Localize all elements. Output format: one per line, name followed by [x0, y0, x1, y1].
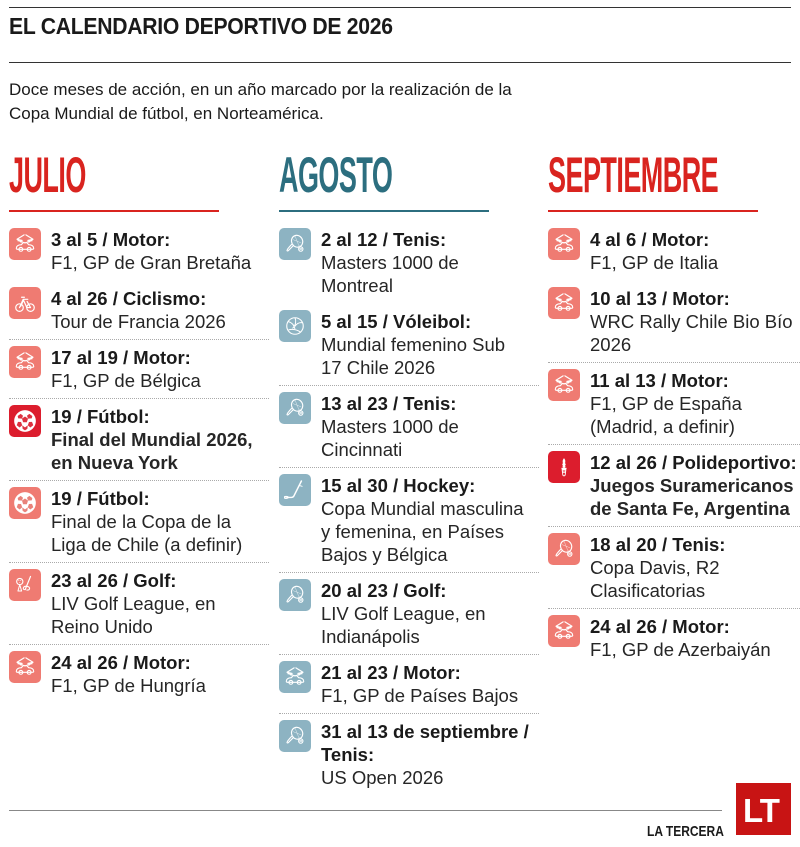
svg-text:LT: LT	[743, 792, 780, 829]
